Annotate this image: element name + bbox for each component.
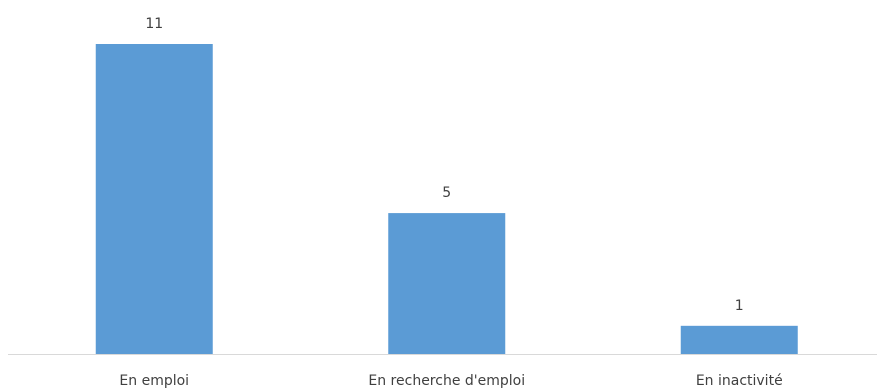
bar	[680, 325, 798, 354]
bar	[388, 213, 506, 354]
bar-value-label: 1	[735, 298, 744, 314]
data-labels-group: 11 5 1	[145, 16, 743, 314]
bar-value-label: 5	[442, 185, 451, 201]
bar	[95, 44, 213, 354]
x-tick-label: En recherche d'emploi	[368, 373, 525, 389]
x-tick-label: En emploi	[119, 373, 189, 389]
x-tick-label: En inactivité	[696, 373, 783, 389]
bars-group	[95, 44, 798, 354]
bar-value-label: 11	[145, 16, 163, 32]
x-tick-labels-group: En emploi En recherche d'emploi En inactiv…	[119, 373, 782, 389]
